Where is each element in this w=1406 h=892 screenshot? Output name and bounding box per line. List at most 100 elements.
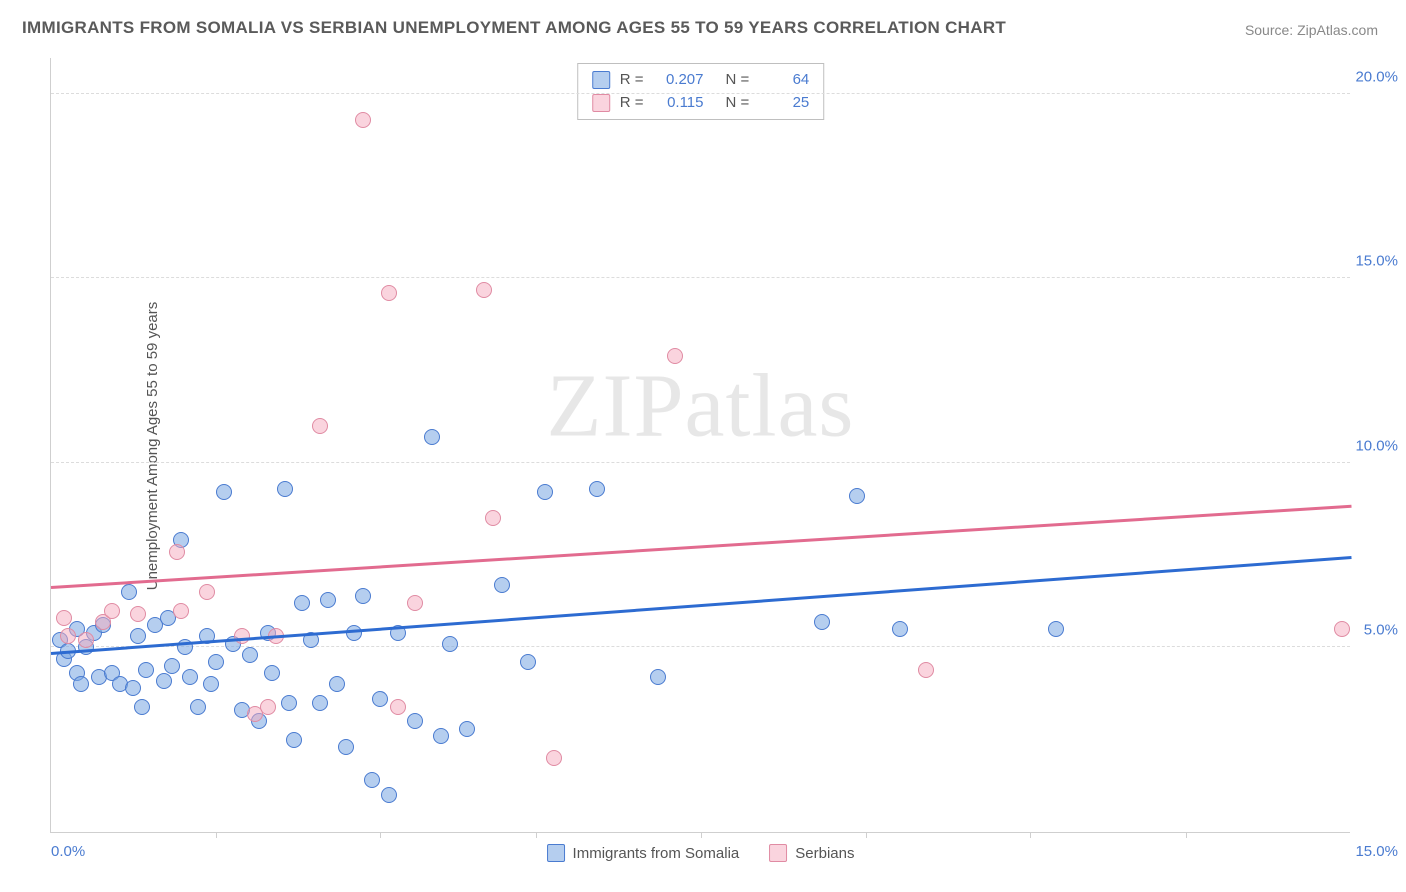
swatch-pink <box>769 844 787 862</box>
data-point <box>459 721 475 737</box>
data-point <box>294 595 310 611</box>
data-point <box>56 610 72 626</box>
data-point <box>73 676 89 692</box>
data-point <box>390 699 406 715</box>
data-point <box>173 603 189 619</box>
series-legend: Immigrants from Somalia Serbians <box>547 844 855 862</box>
data-point <box>216 484 232 500</box>
data-point <box>1334 621 1350 637</box>
data-point <box>312 695 328 711</box>
legend-row-serbians: R = 0.115 N = 25 <box>592 92 810 115</box>
data-point <box>130 628 146 644</box>
data-point <box>381 787 397 803</box>
data-point <box>520 654 536 670</box>
data-point <box>494 577 510 593</box>
watermark-part2: atlas <box>685 357 855 456</box>
source-label: Source: ZipAtlas.com <box>1245 22 1378 38</box>
legend-label: Immigrants from Somalia <box>573 845 740 862</box>
n-label: N = <box>726 69 750 92</box>
legend-item-serbians: Serbians <box>769 844 854 862</box>
data-point <box>424 429 440 445</box>
data-point <box>234 628 250 644</box>
data-point <box>199 584 215 600</box>
data-point <box>78 632 94 648</box>
data-point <box>355 588 371 604</box>
data-point <box>169 544 185 560</box>
legend-item-somalia: Immigrants from Somalia <box>547 844 740 862</box>
y-tick-label: 10.0% <box>1355 437 1398 454</box>
chart-plot-area: ZIPatlas R = 0.207 N = 64 R = 0.115 N = … <box>50 58 1350 833</box>
y-tick-label: 5.0% <box>1364 622 1398 639</box>
data-point <box>355 112 371 128</box>
data-point <box>338 739 354 755</box>
r-value-pink: 0.115 <box>654 92 704 115</box>
data-point <box>329 676 345 692</box>
chart-title: IMMIGRANTS FROM SOMALIA VS SERBIAN UNEMP… <box>22 18 1006 38</box>
data-point <box>190 699 206 715</box>
data-point <box>650 669 666 685</box>
data-point <box>312 418 328 434</box>
data-point <box>667 348 683 364</box>
data-point <box>121 584 137 600</box>
x-tick-min: 0.0% <box>51 843 85 860</box>
data-point <box>346 625 362 641</box>
x-tick-max: 15.0% <box>1355 843 1398 860</box>
data-point <box>381 285 397 301</box>
data-point <box>364 772 380 788</box>
data-point <box>442 636 458 652</box>
data-point <box>814 614 830 630</box>
x-tick-mark <box>1186 832 1187 838</box>
data-point <box>485 510 501 526</box>
data-point <box>407 713 423 729</box>
data-point <box>164 658 180 674</box>
data-point <box>125 680 141 696</box>
watermark-part1: ZIP <box>547 357 685 456</box>
data-point <box>264 665 280 681</box>
n-value-pink: 25 <box>759 92 809 115</box>
swatch-pink <box>592 94 610 112</box>
data-point <box>476 282 492 298</box>
data-point <box>372 691 388 707</box>
x-tick-mark <box>536 832 537 838</box>
data-point <box>203 676 219 692</box>
data-point <box>138 662 154 678</box>
n-value-blue: 64 <box>759 69 809 92</box>
data-point <box>892 621 908 637</box>
data-point <box>281 695 297 711</box>
data-point <box>1048 621 1064 637</box>
data-point <box>130 606 146 622</box>
data-point <box>277 481 293 497</box>
gridline <box>51 462 1350 463</box>
gridline <box>51 277 1350 278</box>
watermark: ZIPatlas <box>547 355 855 458</box>
swatch-blue <box>547 844 565 862</box>
data-point <box>104 603 120 619</box>
data-point <box>60 628 76 644</box>
r-label: R = <box>620 69 644 92</box>
r-value-blue: 0.207 <box>654 69 704 92</box>
data-point <box>286 732 302 748</box>
correlation-legend: R = 0.207 N = 64 R = 0.115 N = 25 <box>577 63 825 120</box>
x-tick-mark <box>866 832 867 838</box>
data-point <box>407 595 423 611</box>
data-point <box>156 673 172 689</box>
data-point <box>182 669 198 685</box>
y-tick-label: 20.0% <box>1355 68 1398 85</box>
x-tick-mark <box>216 832 217 838</box>
data-point <box>918 662 934 678</box>
n-label: N = <box>726 92 750 115</box>
data-point <box>537 484 553 500</box>
data-point <box>134 699 150 715</box>
trendline <box>51 556 1351 654</box>
data-point <box>260 699 276 715</box>
x-tick-mark <box>1030 832 1031 838</box>
swatch-blue <box>592 71 610 89</box>
data-point <box>208 654 224 670</box>
x-tick-mark <box>701 832 702 838</box>
gridline <box>51 93 1350 94</box>
data-point <box>242 647 258 663</box>
trendline <box>51 505 1351 589</box>
data-point <box>546 750 562 766</box>
data-point <box>849 488 865 504</box>
legend-label: Serbians <box>795 845 854 862</box>
